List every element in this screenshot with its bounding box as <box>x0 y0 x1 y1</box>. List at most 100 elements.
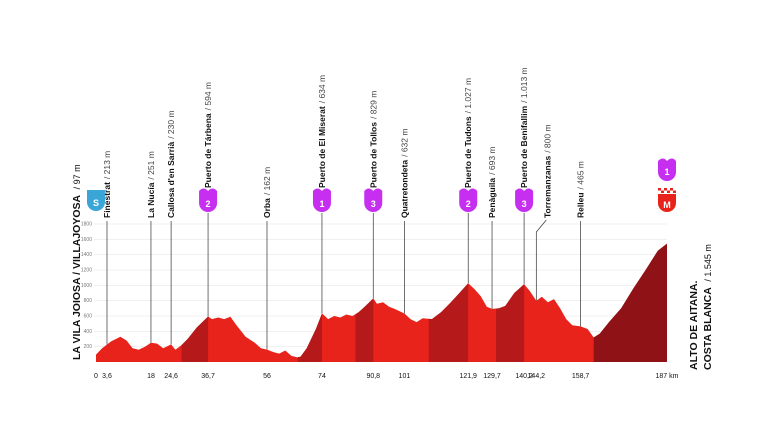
finish-location-line-1: ALTO DE AITANA. <box>688 280 700 370</box>
km-tick-label: 36,7 <box>201 373 215 380</box>
y-tick-label: 400 <box>84 329 93 335</box>
finish-badge-label: M <box>663 200 671 210</box>
waypoint-name: Puerto de Tollos <box>368 122 378 188</box>
kom-category: 3 <box>522 199 527 209</box>
km-axis: 0 3,6 18 24,6 36,7 56 74 90,8 101 121,9 129,7 140,2… <box>94 373 679 380</box>
kom-badge <box>312 188 331 212</box>
climb-segment <box>297 313 322 362</box>
km-tick-label: 129,7 <box>483 373 501 380</box>
waypoint-name: Puerto de Tudons <box>463 116 473 188</box>
waypoint-label: Puerto de El Miserat / 634 m <box>317 75 327 188</box>
start-location-altitude: / 97 m <box>72 164 82 189</box>
climb-segment <box>355 298 374 362</box>
waypoint-label: Puerto de Benifallim / 1.013 m <box>519 67 529 188</box>
waypoint-name: Callosa d'en Sarrià <box>166 142 176 218</box>
finish-kom-category: 1 <box>664 167 669 177</box>
waypoint-name: Relleu <box>576 192 586 218</box>
waypoint-name: La Nucía <box>146 182 156 218</box>
elevation-profile <box>96 243 667 362</box>
waypoint-labels: Finestrat / 213 m La Nucía / 251 m Callosa d… <box>102 67 586 218</box>
waypoint-guides <box>106 213 581 350</box>
finish-checker-pattern <box>658 188 676 193</box>
waypoint-label: Relleu / 465 m <box>576 161 586 218</box>
waypoint-altitude: / 230 m <box>166 110 176 138</box>
km-tick-label: 140,2 <box>515 373 533 380</box>
waypoint-altitude: / 465 m <box>576 161 586 189</box>
start-badge: S <box>87 190 105 211</box>
waypoint-altitude: / 800 m <box>542 124 552 152</box>
km-tick-label: 24,6 <box>164 373 178 380</box>
y-tick-label: 1600 <box>81 237 92 243</box>
waypoint-altitude: / 1.027 m <box>463 78 473 113</box>
climb-segment <box>496 284 525 362</box>
finish-kom-badge: 1 <box>658 158 676 181</box>
climb-segment <box>181 316 209 362</box>
waypoint-altitude: / 829 m <box>368 91 378 119</box>
waypoint-guide-line <box>535 219 547 301</box>
finish-location-name: COSTA BLANCA <box>702 287 714 370</box>
finish-location-altitude: / 1.545 m <box>703 244 713 282</box>
climb-segment <box>593 243 667 362</box>
y-tick-label: 600 <box>84 314 93 320</box>
kom-category: 3 <box>371 199 376 209</box>
waypoint-name: Quatretondeta <box>399 160 409 218</box>
kom-category: 2 <box>466 199 471 209</box>
waypoint-label: Puerto de Tollos / 829 m <box>368 91 378 188</box>
kom-category: 1 <box>319 199 324 209</box>
waypoint-label: La Nucía / 251 m <box>146 151 156 218</box>
km-tick-label: 18 <box>147 373 155 380</box>
start-badge-shape <box>87 190 105 211</box>
waypoint-label: Puerto de Tárbena / 594 m <box>203 82 213 188</box>
finish-location-line-2: COSTA BLANCA / 1.545 m <box>702 244 714 370</box>
km-tick-label: 74 <box>318 373 326 380</box>
km-tick-label: 56 <box>263 373 271 380</box>
y-tick-label: 1000 <box>81 283 92 289</box>
finish-kom-badge-shape <box>658 158 676 181</box>
waypoint-name: Penàguila <box>487 178 497 218</box>
waypoint-altitude: / 632 m <box>399 129 409 157</box>
waypoint-altitude: / 162 m <box>262 167 272 195</box>
waypoint-label: Orba / 162 m <box>262 167 272 218</box>
waypoint-altitude: / 251 m <box>146 151 156 179</box>
waypoint-altitude: / 693 m <box>487 146 497 174</box>
waypoint-label: Penàguila / 693 m <box>487 146 497 218</box>
profile-area <box>96 243 667 362</box>
climb-segment <box>428 283 469 362</box>
waypoint-label: Finestrat / 213 m <box>102 151 112 218</box>
km-tick-label: 187 km <box>656 373 679 380</box>
waypoint-label: Quatretondeta / 632 m <box>399 129 409 218</box>
y-tick-label: 1400 <box>81 252 92 258</box>
kom-category: 2 <box>206 199 211 209</box>
kom-badge <box>515 188 534 212</box>
km-tick-label: 90,8 <box>366 373 380 380</box>
kom-badge <box>364 188 383 212</box>
km-tick-label: 101 <box>399 373 411 380</box>
waypoint-altitude: / 213 m <box>102 151 112 179</box>
waypoint-name: Puerto de Tárbena <box>203 113 213 188</box>
y-tick-label: 800 <box>84 298 93 304</box>
y-tick-label: 1800 <box>81 222 92 228</box>
waypoint-label: Torremanzanas / 800 m <box>542 124 552 218</box>
waypoint-altitude: / 1.013 m <box>519 67 529 102</box>
waypoint-name: Puerto de Benifallim <box>519 105 529 188</box>
y-tick-label: 1200 <box>81 268 92 274</box>
finish-badge: M <box>658 188 676 212</box>
waypoint-altitude: / 634 m <box>317 75 327 103</box>
km-tick-label: 3,6 <box>102 373 112 380</box>
waypoint-label: Callosa d'en Sarrià / 230 m <box>166 110 176 218</box>
waypoint-name: Finestrat <box>102 182 112 218</box>
finish-badge-shape <box>658 194 676 212</box>
km-tick-label: 0 <box>94 373 98 380</box>
waypoint-name: Orba <box>262 198 272 218</box>
kom-badge <box>199 188 218 212</box>
waypoint-label: Puerto de Tudons / 1.027 m <box>463 78 473 188</box>
waypoint-name: Puerto de El Miserat <box>317 106 327 188</box>
waypoint-name: Torremanzanas <box>542 156 552 218</box>
km-tick-label: 121,9 <box>459 373 477 380</box>
start-badge-label: S <box>93 198 99 208</box>
start-location-name: LA VILA JOIOSA / VILLAJOYOSA <box>71 194 83 360</box>
waypoint-altitude: / 594 m <box>203 82 213 110</box>
km-tick-label: 158,7 <box>572 373 590 380</box>
km-tick-label: 144,2 <box>528 373 546 380</box>
